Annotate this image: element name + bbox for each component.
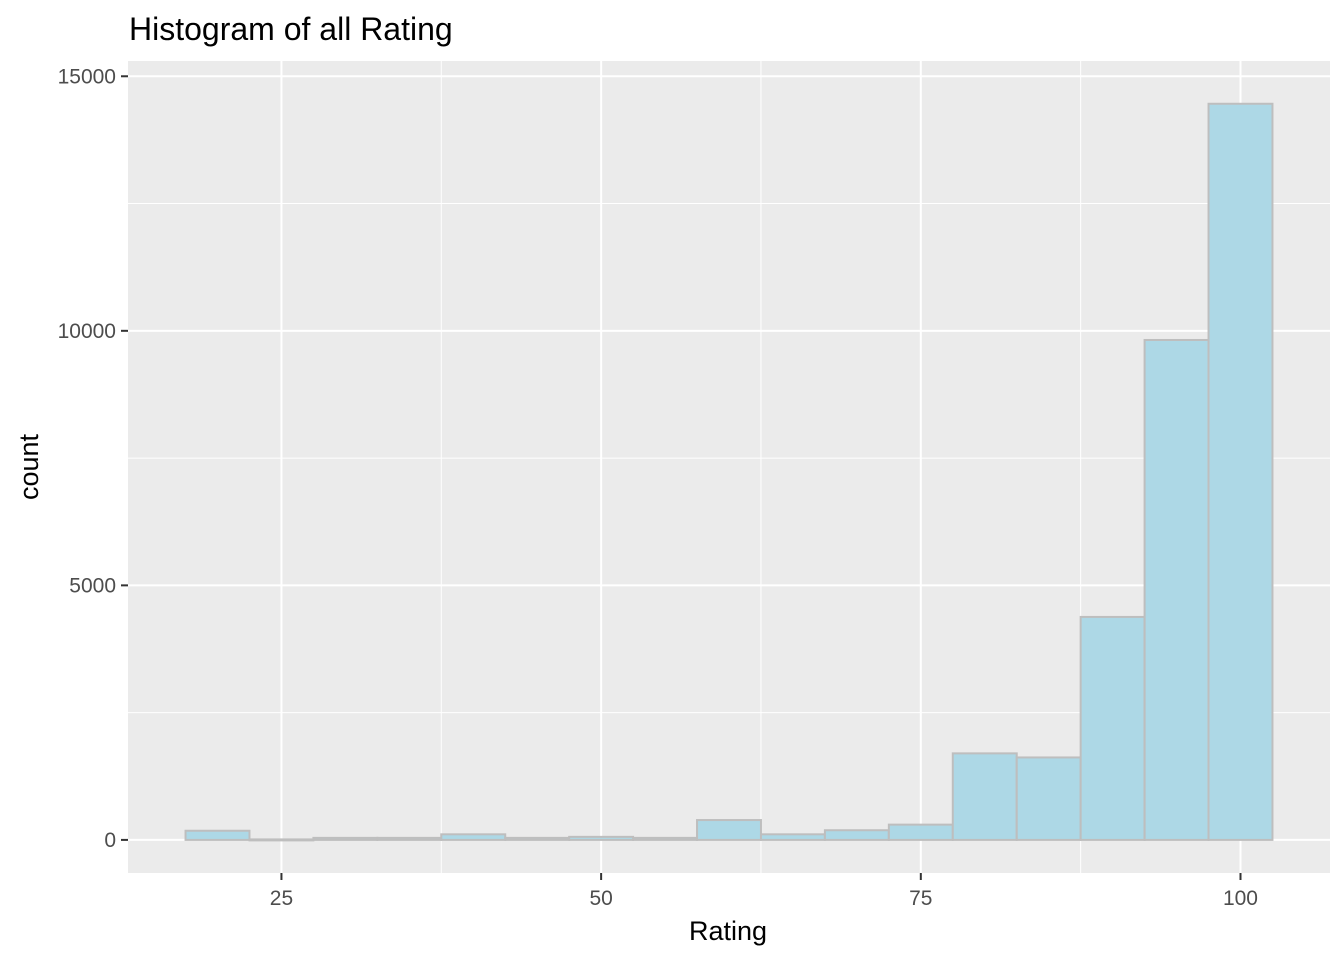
histogram-bars (184, 102, 1274, 842)
histogram-bar (759, 833, 826, 841)
histogram-bar (504, 836, 571, 841)
y-tick-label: 10000 (58, 320, 116, 343)
histogram-bar (1079, 615, 1146, 841)
histogram-bar (248, 838, 315, 842)
histogram-bar (696, 819, 762, 841)
histogram-bar (823, 829, 890, 841)
x-tick-label: 100 (1223, 887, 1258, 910)
y-axis: 0 5000 10000 15000 (58, 65, 128, 852)
y-axis-title: count (14, 433, 44, 500)
y-tick-label: 0 (104, 829, 116, 852)
histogram-bar (887, 823, 954, 841)
histogram-bar (440, 833, 507, 841)
histogram-bar (951, 752, 1018, 841)
histogram-bar (1143, 338, 1210, 841)
x-axis-title: Rating (689, 916, 767, 946)
chart-title: Histogram of all Rating (129, 11, 453, 47)
minor-gridlines (128, 61, 1330, 873)
histogram-bar (632, 836, 699, 841)
histogram-bar (376, 836, 443, 841)
histogram-bar (1015, 756, 1082, 841)
x-tick-label: 25 (270, 887, 293, 910)
x-axis: 25 50 75 100 (270, 873, 1258, 910)
x-tick-label: 75 (909, 887, 932, 910)
histogram-bar (312, 836, 379, 841)
histogram-bar (1207, 102, 1274, 841)
x-tick-label: 50 (589, 887, 612, 910)
y-tick-label: 5000 (69, 574, 116, 597)
histogram-bar (568, 835, 635, 841)
histogram-bar (184, 829, 251, 841)
y-tick-label: 15000 (58, 65, 116, 88)
